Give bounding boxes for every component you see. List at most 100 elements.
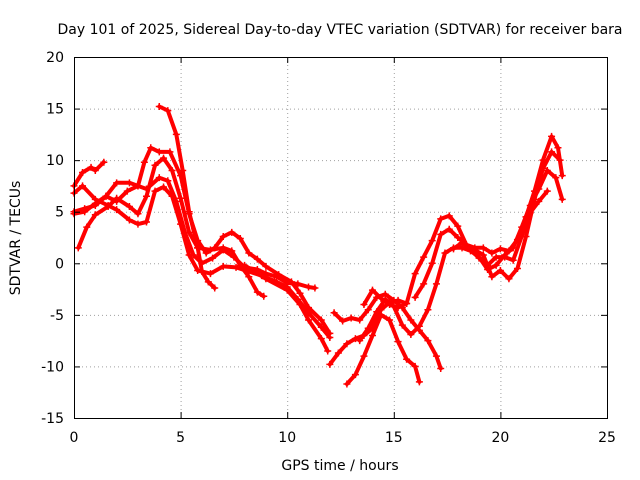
data-point [351,335,359,343]
data-point [102,192,110,200]
data-point [509,256,517,264]
data-point [539,164,547,172]
data-point [177,194,185,202]
data-point [305,316,313,324]
data-point [142,192,150,200]
data-series-track-14 [449,187,551,269]
data-point [386,316,394,324]
data-point [125,216,133,224]
data-point [360,352,368,360]
data-point [294,280,302,288]
series-line [72,160,106,188]
data-point [492,261,500,269]
data-point [219,244,227,252]
data-point [305,304,313,312]
data-point [420,280,428,288]
data-point [113,179,121,187]
data-point [168,192,176,200]
data-point [317,316,325,324]
data-point [275,271,283,279]
data-point [368,331,376,339]
y-tick-label: -5 [50,308,64,324]
data-point [428,259,436,267]
data-point [296,289,304,297]
data-point [219,262,227,270]
data-series-track-13 [411,148,564,301]
data-point [339,317,347,325]
data-point [91,211,99,219]
data-point [535,197,543,205]
data-point [155,174,163,182]
data-point [403,300,411,308]
data-point [296,301,304,309]
y-tick-label: -15 [41,411,64,427]
data-point [484,261,492,269]
data-point [373,308,381,316]
data-point [518,232,526,240]
data-point [100,158,108,166]
grid [74,57,607,418]
data-point [134,220,142,228]
series-line [76,156,266,299]
data-point [347,314,355,322]
y-tick-label: 20 [46,50,64,66]
data-point [164,177,172,185]
data-point [241,261,249,269]
y-axis-label: SDTVAR / TECUs [8,181,24,296]
data-point [458,239,466,247]
data-point [79,182,87,190]
data-series-track-1 [70,158,108,190]
data-point [151,187,159,195]
x-tick-label: 20 [491,430,509,446]
data-point [287,278,295,286]
axis-ticks: 0 5 10 15 20 25 -15 -10 -5 0 5 10 15 20 [41,50,616,446]
data-point [260,292,268,300]
data-point [386,301,394,309]
data-point [548,132,556,140]
data-point [262,275,270,283]
data-point [488,273,496,281]
x-tick-label: 10 [278,430,296,446]
data-point [134,182,142,190]
data-point [558,195,566,203]
data-point [437,215,445,223]
x-tick-label: 0 [70,430,79,446]
data-point [360,301,368,309]
data-point [211,284,219,292]
data-point [91,199,99,207]
data-point [403,355,411,363]
data-point [202,249,210,257]
data-point [394,338,402,346]
data-point [531,195,539,203]
y-tick-label: 15 [46,102,64,118]
data-point [415,378,423,386]
data-point [140,158,148,166]
data-point [454,222,462,230]
data-point [445,225,453,233]
data-point [556,156,564,164]
data-series-track-7 [241,261,332,355]
data-series-track-9 [330,290,445,372]
data-point [467,246,475,254]
data-point [445,212,453,220]
y-tick-label: -10 [41,359,64,375]
data-point [351,371,359,379]
data-point [454,234,462,241]
x-tick-label: 25 [598,430,616,446]
data-point [113,206,121,214]
data-point [356,337,364,345]
data-point [390,296,398,304]
data-point [166,148,174,156]
data-point [91,166,99,174]
data-series [70,103,566,388]
data-point [424,306,432,314]
data-point [326,329,334,337]
data-point [543,166,551,174]
data-point [253,255,261,263]
data-point [209,254,217,262]
plot-frame [74,57,608,419]
data-series-track-5 [70,144,334,337]
data-point [334,349,342,357]
data-point [185,208,193,216]
data-point [513,264,521,272]
